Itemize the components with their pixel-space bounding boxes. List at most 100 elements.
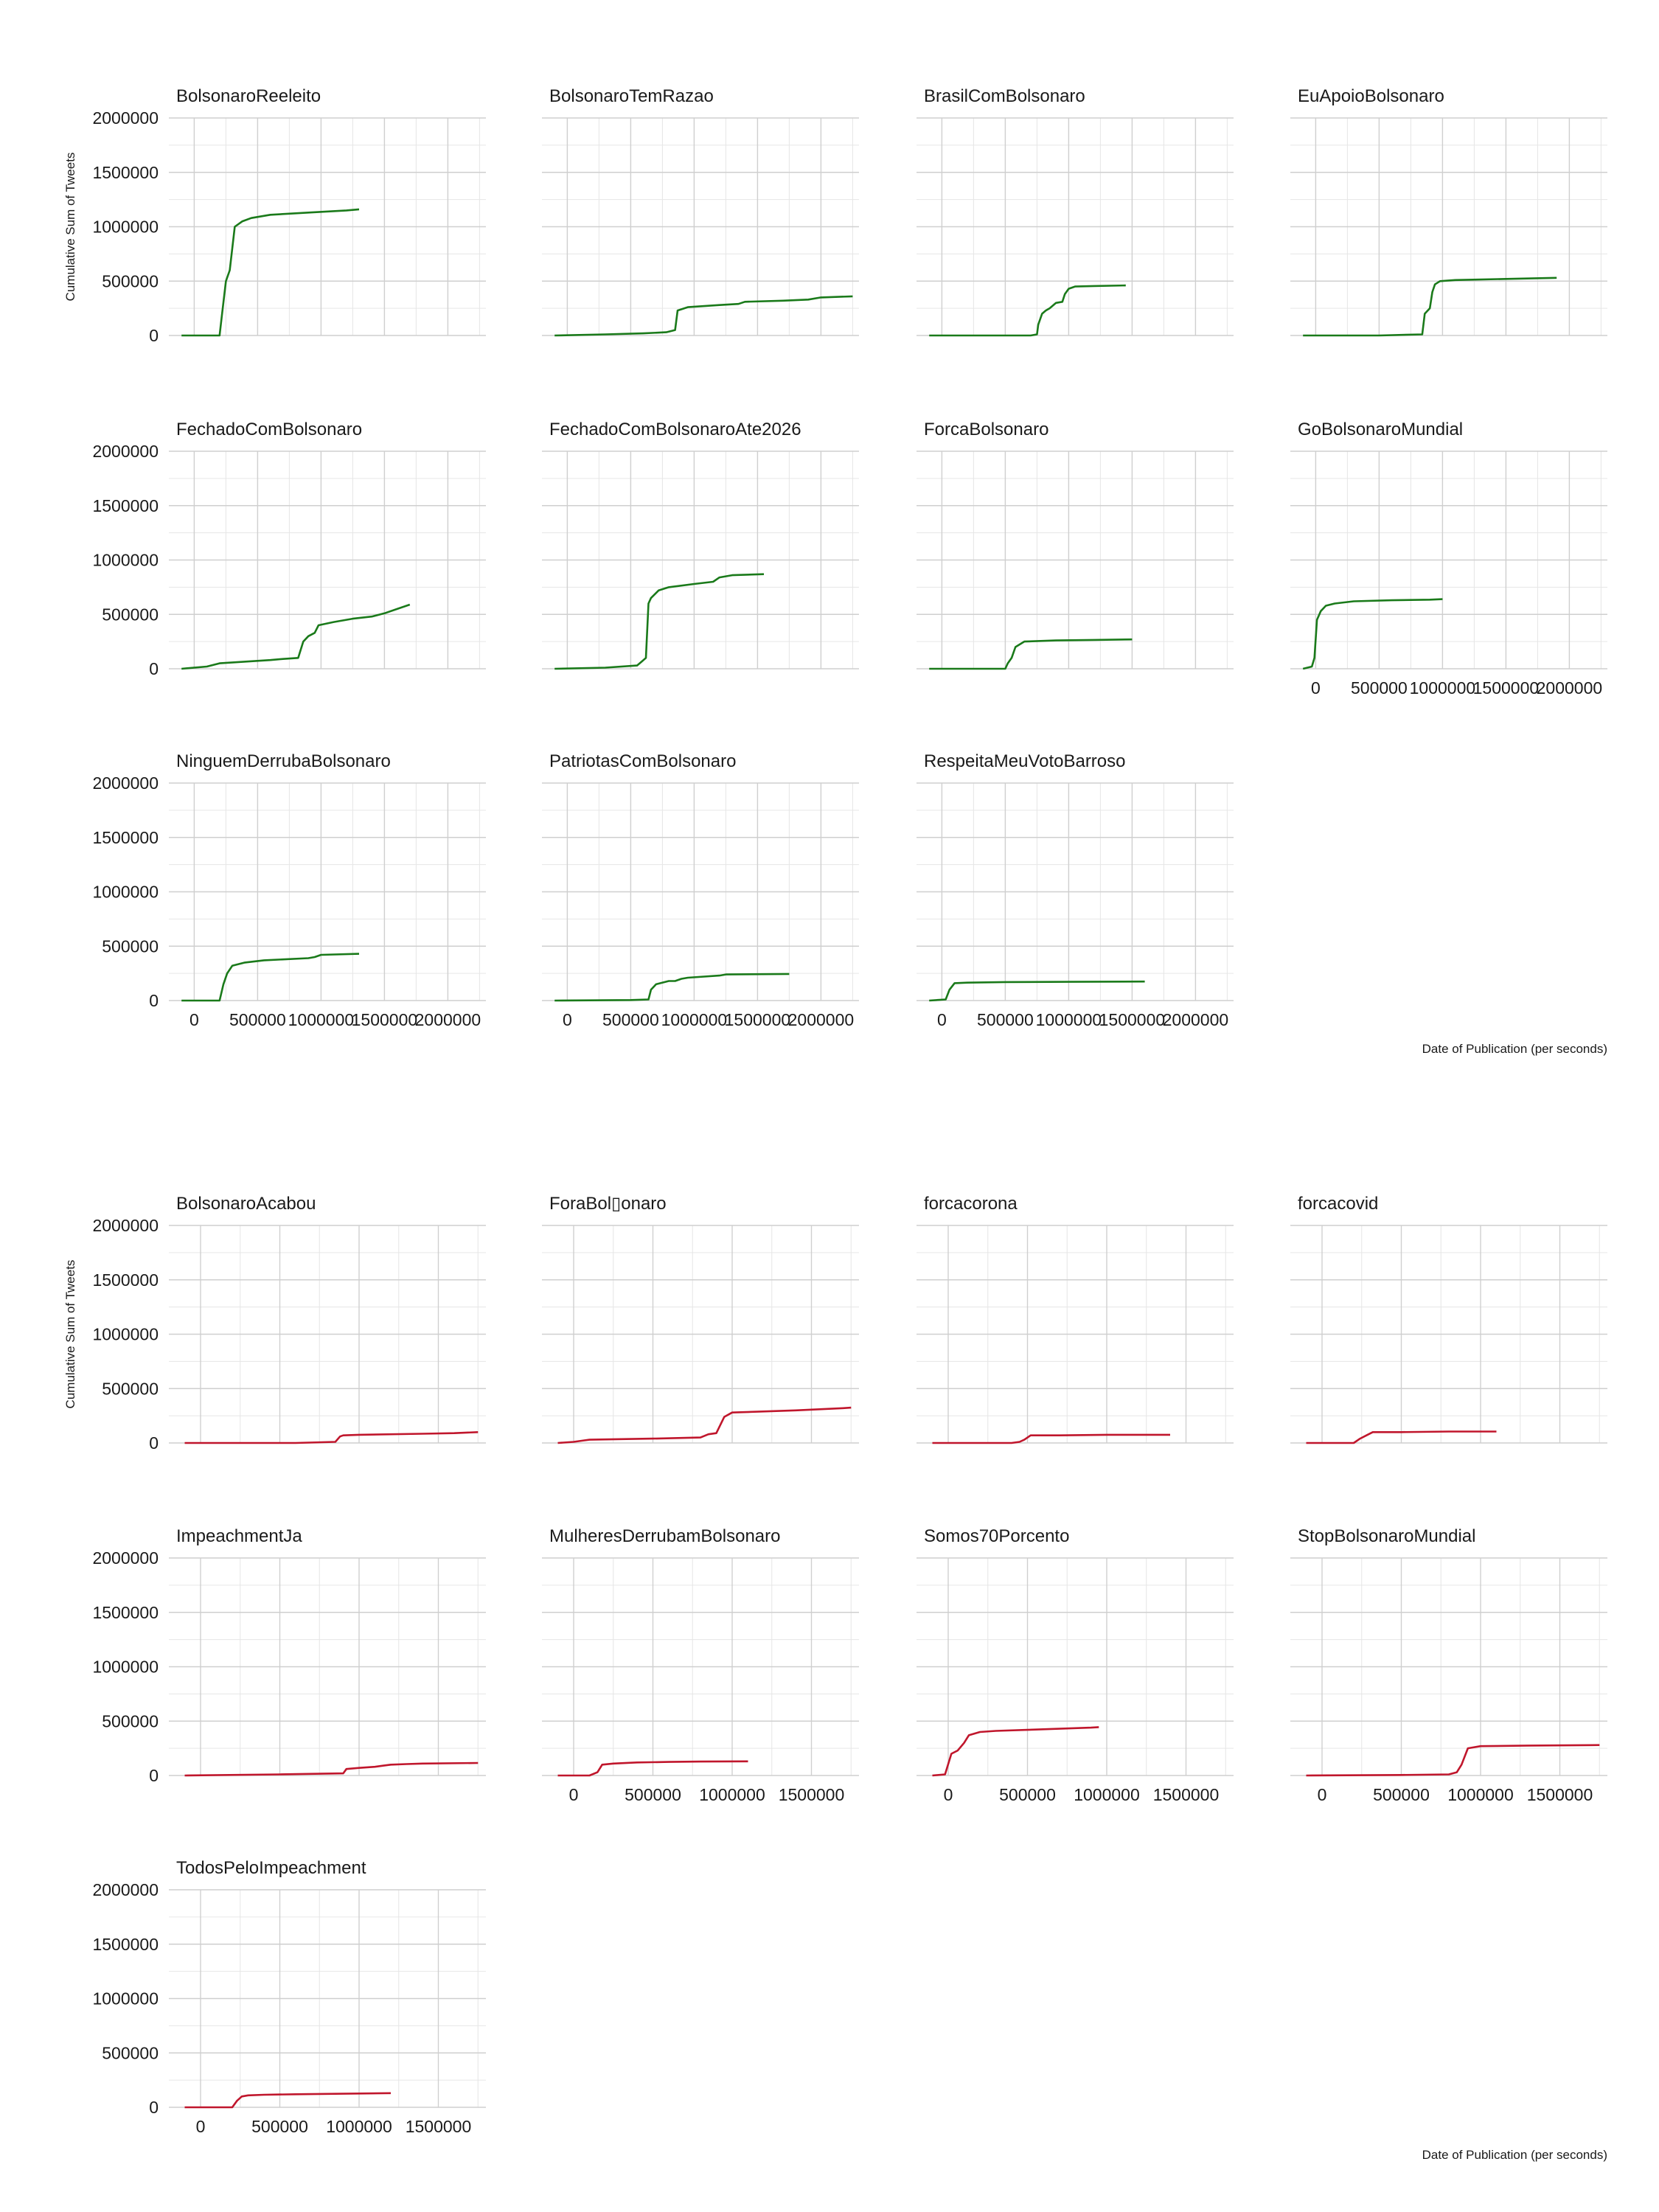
x-tick-label: 1000000 [1410,678,1476,698]
facet-title: BolsonaroReeleito [176,86,321,106]
y-tick-label: 0 [149,326,159,345]
x-tick-label: 0 [1311,678,1321,698]
series-line [1306,1430,1497,1444]
facet-title: forcacovid [1298,1194,1378,1214]
y-tick-label: 1500000 [92,163,159,182]
facet-panel: BolsonaroReeleito 0 500000 1000000 1500000 20… [63,86,486,345]
y-tick-label: 500000 [102,271,159,291]
y-tick-label: 500000 [102,605,159,624]
y-tick-label: 2000000 [92,1216,159,1235]
x-tick-label: 1500000 [1527,1785,1593,1804]
x-tick-label: 2000000 [788,1010,855,1029]
y-axis-title: Cumulative Sum of Tweets [63,1260,77,1409]
x-tick-label: 500000 [229,1010,286,1029]
y-tick-label: 2000000 [92,108,159,128]
y-tick-label: 1500000 [92,1270,159,1290]
x-tick-label: 2000000 [415,1010,481,1029]
y-axis-title: Cumulative Sum of Tweets [63,153,77,302]
facet-panel: RespeitaMeuVotoBarroso 0 500000 10000001500… [917,751,1234,1029]
x-tick-label: 0 [196,2117,206,2136]
facet-panel: ForaBol▯onaro [542,1194,859,1444]
x-tick-label: 500000 [999,1785,1056,1804]
y-tick-label: 0 [149,991,159,1010]
facet-title: BolsonaroTemRazao [549,86,714,106]
x-tick-label: 500000 [625,1785,681,1804]
y-tick-label: 2000000 [92,1880,159,1899]
facet-title: RespeitaMeuVotoBarroso [924,751,1126,771]
y-tick-label: 0 [149,659,159,678]
x-tick-label: 0 [944,1785,953,1804]
y-tick-label: 0 [149,1766,159,1785]
x-tick-label: 0 [1318,1785,1327,1804]
facet-panel: ForcaBolsonaro [917,420,1234,670]
x-tick-label: 500000 [1373,1785,1430,1804]
x-tick-label: 2000000 [1163,1010,1229,1029]
facet-panel: ImpeachmentJa 0 500000 1000000 1500000 200000… [92,1526,486,1785]
facet-panel: BolsonaroAcabou 0 500000 1000000 1500000 2000… [63,1194,486,1453]
x-tick-label: 0 [563,1010,572,1029]
x-tick-label: 1000000 [288,1010,355,1029]
y-tick-label: 500000 [102,936,159,956]
series-line [557,1406,852,1444]
x-tick-label: 500000 [602,1010,659,1029]
series-line [554,973,790,1002]
x-tick-label: 1000000 [1447,1785,1514,1804]
y-tick-label: 0 [149,2098,159,2117]
x-tick-label: 0 [937,1010,947,1029]
series-line [1306,1744,1600,1777]
facet-panel: NinguemDerrubaBolsonaro05000001000000150… [92,751,486,1029]
y-tick-label: 1000000 [92,551,159,570]
series-line [181,953,360,1002]
facet-panel: FechadoComBolsonaroAte2026 [542,420,859,670]
series-line [557,1760,748,1777]
y-tick-label: 500000 [102,1379,159,1398]
series-line [181,208,360,337]
series-line [184,2092,392,2109]
y-tick-label: 2000000 [92,1548,159,1568]
series-line [181,603,411,670]
facet-title: FechadoComBolsonaroAte2026 [549,420,801,439]
facet-title: BrasilComBolsonaro [924,86,1085,106]
series-line [554,295,853,337]
x-tick-label: 1500000 [1473,678,1540,698]
series-line [929,638,1133,670]
chart-block-2: BolsonaroAcabou 0 500000 1000000 1500000 2000… [63,1194,1607,2162]
facet-title: EuApoioBolsonaro [1298,86,1444,106]
series-line [932,1433,1170,1444]
x-tick-label: 500000 [977,1010,1034,1029]
facet-title: TodosPeloImpeachment [176,1858,366,1878]
facet-panel: BolsonaroTemRazao [542,86,859,337]
series-line [932,1726,1099,1777]
series-line [184,1431,479,1444]
x-axis-title: Date of Publication (per seconds) [1422,2148,1607,2162]
facet-title: GoBolsonaroMundial [1298,420,1463,439]
facet-title: MulheresDerrubamBolsonaro [549,1526,780,1546]
x-tick-label: 1500000 [725,1010,791,1029]
facet-panel: MulheresDerrubamBolsonaro 0 500000 1000000 1… [542,1526,859,1804]
facet-title: StopBolsonaroMundial [1298,1526,1476,1546]
facet-title: ForaBol▯onaro [549,1194,667,1214]
y-tick-label: 1500000 [92,496,159,515]
x-axis-title: Date of Publication (per seconds) [1422,1042,1607,1056]
facet-title: BolsonaroAcabou [176,1194,316,1214]
x-tick-label: 1000000 [1074,1785,1140,1804]
facet-panel: TodosPeloImpeachment 0 500000 1000000 150000… [92,1858,486,2136]
x-tick-label: 1500000 [1099,1010,1166,1029]
series-line [1302,598,1443,670]
facet-title: forcacorona [924,1194,1018,1214]
x-tick-label: 500000 [251,2117,308,2136]
facet-panel: EuApoioBolsonaro [1290,86,1607,337]
facet-panel: forcacovid [1290,1194,1607,1444]
facet-panel: GoBolsonaroMundial 0 500000 100000015000002… [1290,420,1607,698]
facet-title: ImpeachmentJa [176,1526,302,1546]
x-tick-label: 1500000 [352,1010,418,1029]
y-tick-label: 500000 [102,2043,159,2062]
facet-title: Somos70Porcento [924,1526,1069,1546]
series-line [554,573,765,670]
x-tick-label: 0 [189,1010,199,1029]
y-tick-label: 1500000 [92,1935,159,1954]
x-tick-label: 500000 [1351,678,1408,698]
y-tick-label: 1000000 [92,218,159,237]
facet-panel: FechadoComBolsonaro 0 500000 1000000 1500000… [92,420,486,678]
